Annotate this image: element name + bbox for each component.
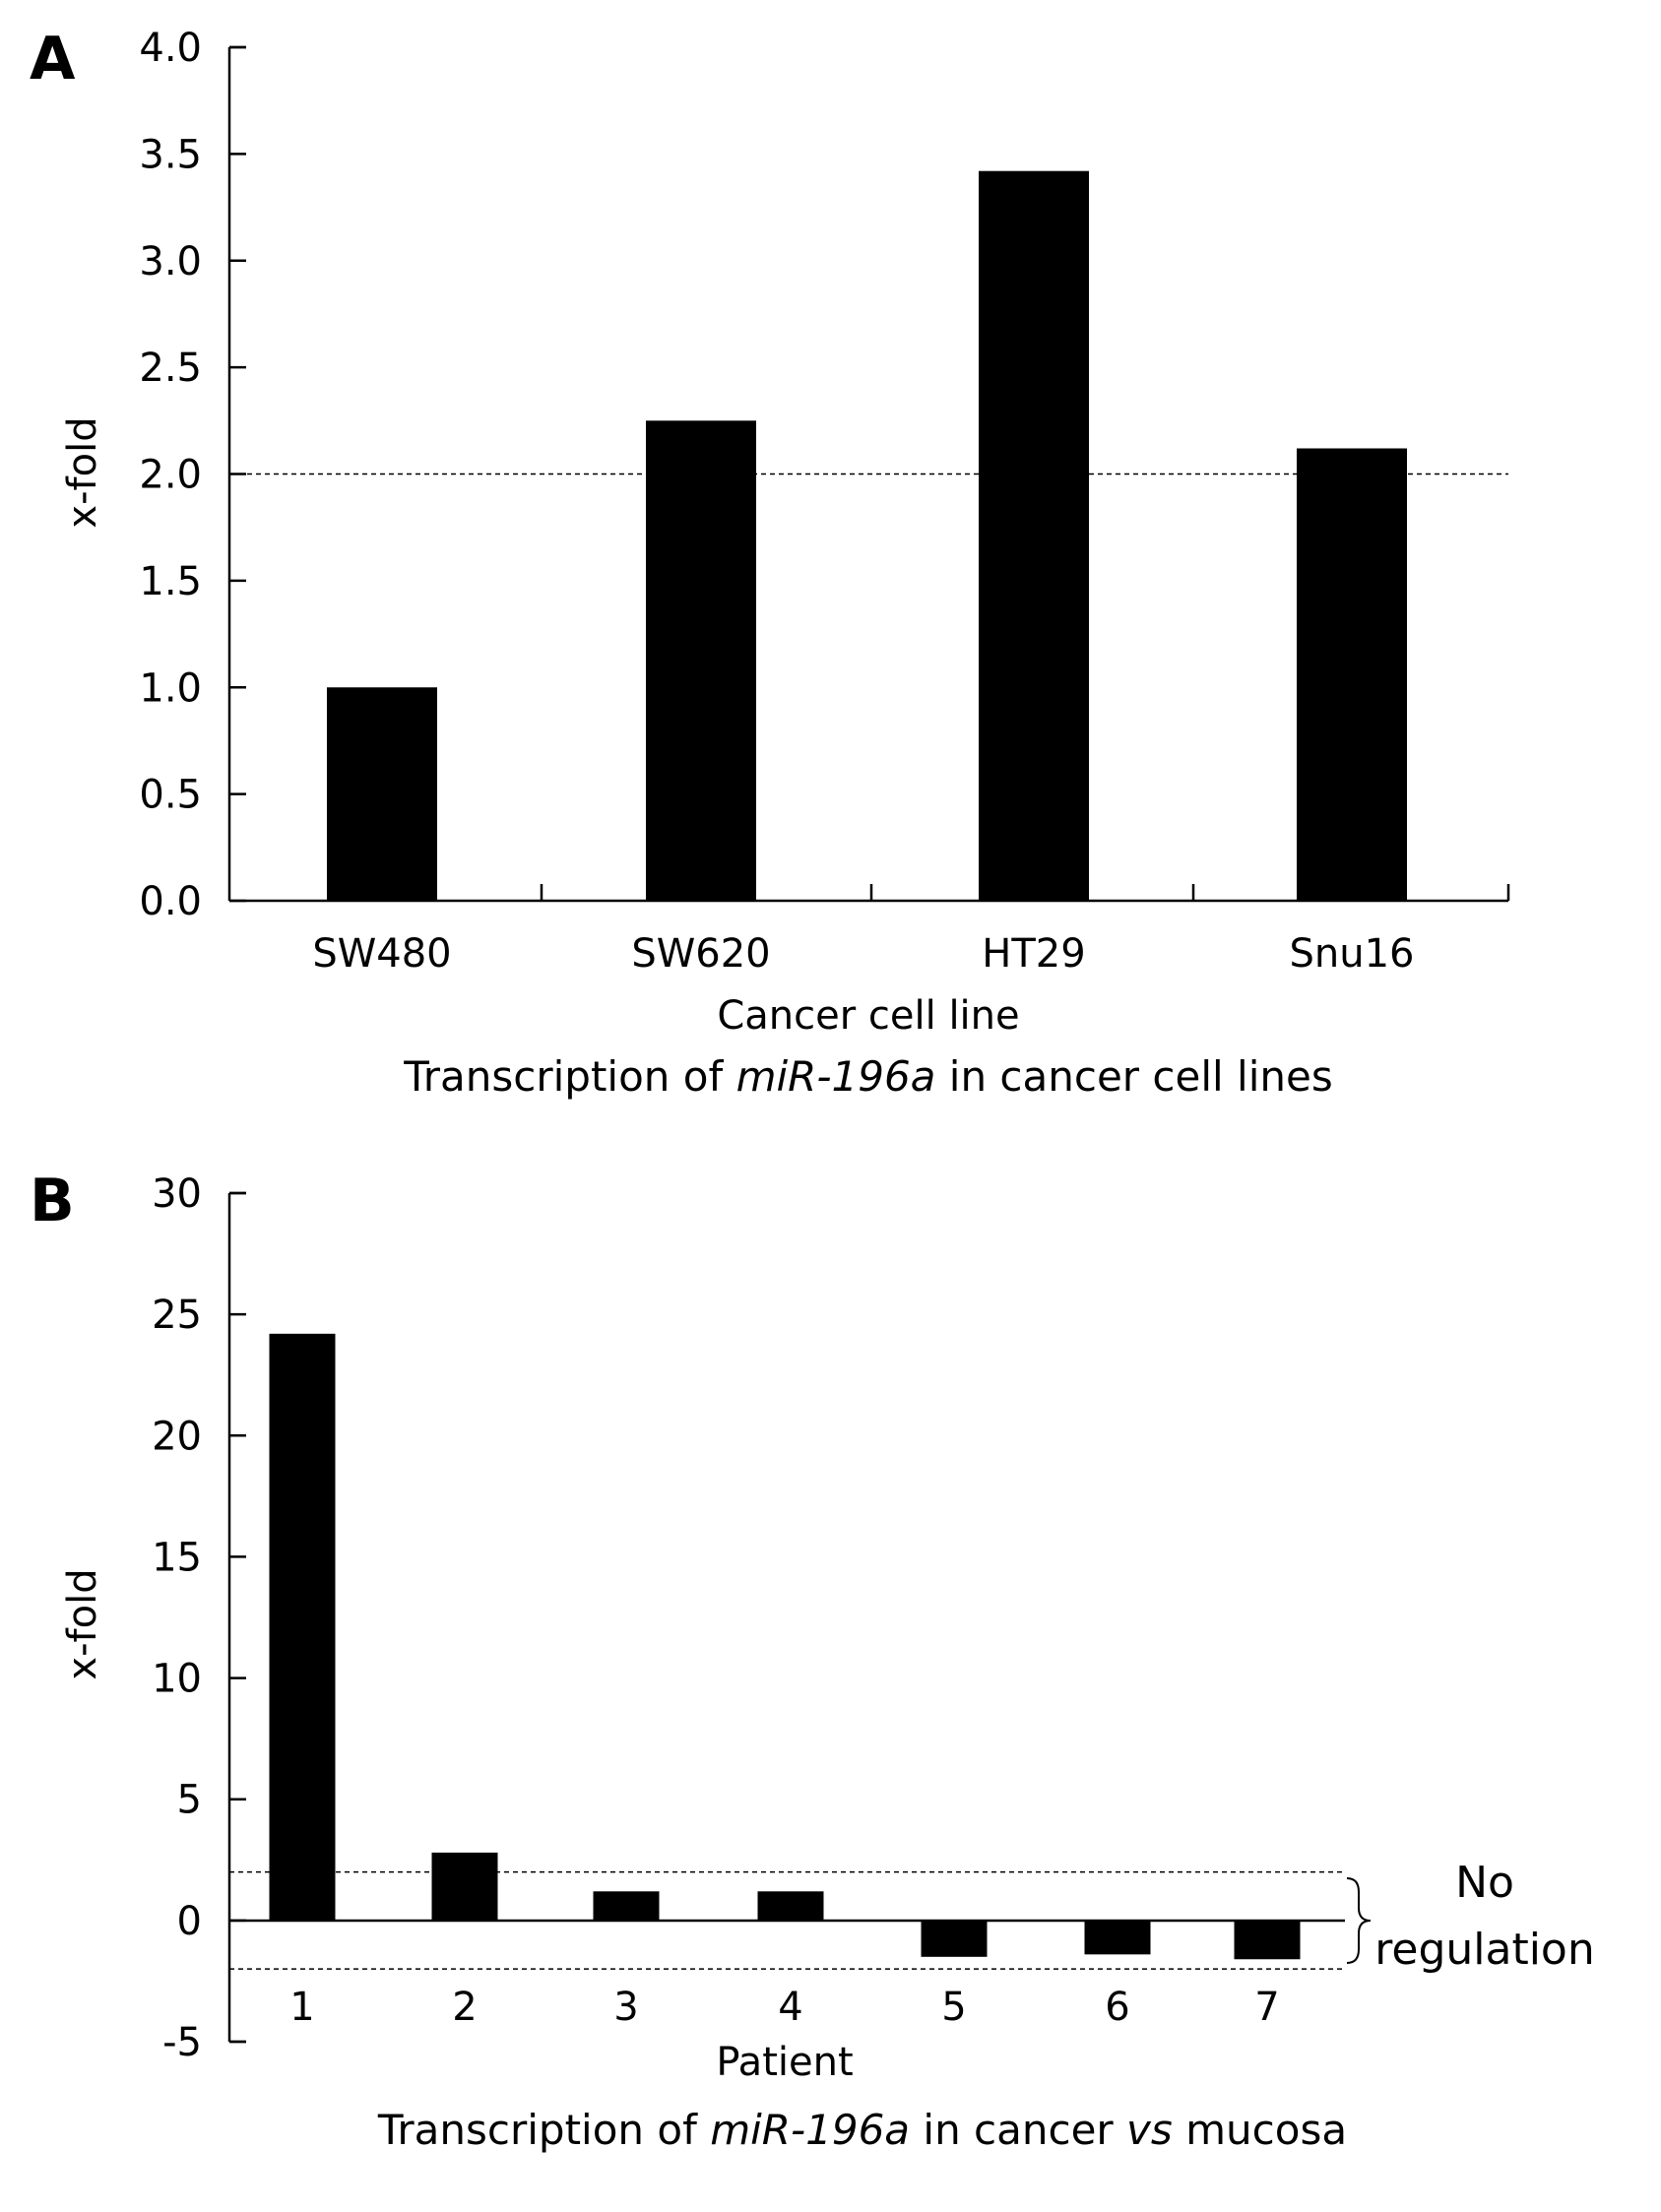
y-tick-label: 15 xyxy=(152,1535,202,1580)
x-category-label: 2 xyxy=(452,1985,477,2030)
panel-a-caption: Transcription of miR-196a in cancer cell… xyxy=(403,1052,1332,1101)
panel-b-x-axis-title: Patient xyxy=(716,2040,853,2085)
panel-b-bars xyxy=(269,1333,1301,1960)
panel-b-y-axis: -5 0 5 10 15 20 25 30 xyxy=(152,1171,246,2065)
bar-SW480 xyxy=(327,687,437,901)
x-category-label: 4 xyxy=(778,1985,802,2030)
panel-b-axes xyxy=(227,1191,246,2044)
y-tick-label: 0.5 xyxy=(139,773,202,818)
x-category-label: HT29 xyxy=(982,931,1085,977)
no-regulation-label-line1: No xyxy=(1455,1858,1514,1908)
x-category-label: SW620 xyxy=(631,931,770,977)
x-category-label: 5 xyxy=(941,1985,966,2030)
y-tick-label: 25 xyxy=(152,1293,202,1338)
x-category-label: Snu16 xyxy=(1290,931,1415,977)
y-tick-label: -5 xyxy=(162,2020,202,2065)
x-category-label: 1 xyxy=(289,1985,314,2030)
x-category-label: 3 xyxy=(613,1985,638,2030)
y-tick-label: 1.0 xyxy=(139,665,202,711)
bar-4 xyxy=(757,1891,824,1921)
panel-a-chart: A 0.0 0.5 1.0 1.5 2.0 2.5 3.0 3.5 4.0 SW480 SW620… xyxy=(30,25,1510,1101)
panel-b-y-axis-title: x-fold xyxy=(60,1568,105,1679)
y-tick-label: 10 xyxy=(152,1657,202,1702)
bar-2 xyxy=(431,1852,498,1921)
panel-a-y-axis: 0.0 0.5 1.0 1.5 2.0 2.5 3.0 3.5 4.0 xyxy=(139,26,246,924)
bar-Snu16 xyxy=(1297,448,1407,901)
bar-HT29 xyxy=(979,170,1089,902)
panel-a-category-labels: SW480 SW620 HT29 Snu16 xyxy=(312,931,1414,977)
y-tick-label: 2.0 xyxy=(139,453,202,498)
bar-7 xyxy=(1234,1920,1301,1960)
y-tick-label: 1.5 xyxy=(139,559,202,604)
bar-1 xyxy=(269,1333,336,1921)
panel-a-y-axis-title: x-fold xyxy=(60,416,105,528)
y-tick-label: 3.5 xyxy=(139,132,202,177)
panel-b-chart: B -5 0 5 10 15 20 25 30 1 2 3 4 5 6 7 No regulation x… xyxy=(30,1167,1595,2154)
bar-6 xyxy=(1084,1920,1151,1955)
panel-a-x-axis-title: Cancer cell line xyxy=(717,993,1019,1039)
x-category-label: 7 xyxy=(1254,1985,1279,2030)
x-category-label: 6 xyxy=(1105,1985,1129,2030)
y-tick-label: 4.0 xyxy=(139,26,202,71)
panel-b-letter: B xyxy=(30,1167,75,1235)
panel-b-category-labels: 1 2 3 4 5 6 7 xyxy=(289,1985,1279,2030)
bar-5 xyxy=(921,1920,988,1957)
panel-b-caption: Transcription of miR-196a in cancer vs m… xyxy=(377,2106,1347,2154)
y-tick-label: 2.5 xyxy=(139,346,202,391)
panel-a-bars xyxy=(327,170,1407,902)
panel-a-letter: A xyxy=(30,25,76,94)
bar-SW620 xyxy=(646,420,756,901)
y-tick-label: 5 xyxy=(177,1778,202,1823)
y-tick-label: 20 xyxy=(152,1414,202,1459)
y-tick-label: 3.0 xyxy=(139,239,202,284)
panel-a-x-axis xyxy=(540,884,1510,901)
bar-3 xyxy=(593,1891,660,1921)
y-tick-label: 0.0 xyxy=(139,879,202,924)
no-regulation-label-line2: regulation xyxy=(1374,1925,1594,1975)
y-tick-label: 30 xyxy=(152,1171,202,1217)
y-tick-label: 0 xyxy=(177,1899,202,1944)
x-category-label: SW480 xyxy=(312,931,451,977)
no-regulation-brace-icon xyxy=(1346,1877,1372,1964)
